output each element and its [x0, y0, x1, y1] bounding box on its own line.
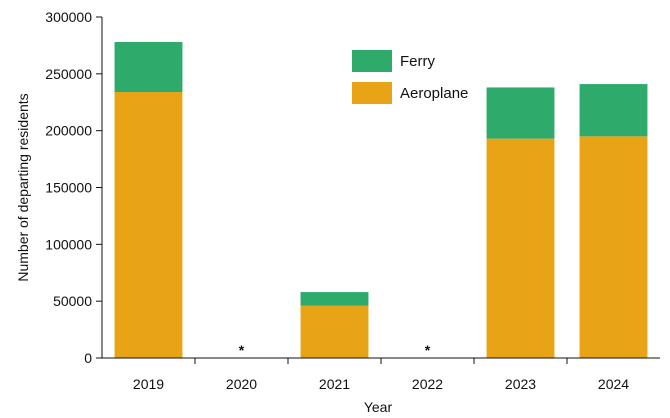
y-axis-title: Number of departing residents [15, 93, 31, 281]
x-axis-title: Year [364, 399, 393, 415]
bar-aeroplane-2023 [486, 138, 555, 358]
y-tick-label: 200000 [45, 123, 92, 139]
y-tick-label: 150000 [45, 180, 92, 196]
y-axis-ticks: 0 50000 100000 150000 200000 250000 300000 [45, 9, 102, 366]
x-tick-label: 2023 [505, 376, 536, 392]
bar-aeroplane-2021 [300, 305, 369, 358]
x-axis-ticks: 2019 2020 2021 2022 2023 2024 [133, 358, 629, 392]
missing-data-marker: * [239, 342, 245, 358]
bar-aeroplane-2019 [114, 92, 183, 359]
bar-ferry-2024 [579, 84, 648, 137]
x-tick-label: 2019 [133, 376, 164, 392]
y-tick-label: 300000 [45, 9, 92, 25]
y-tick-label: 250000 [45, 66, 92, 82]
missing-data-marker: * [425, 342, 431, 358]
legend-label-ferry: Ferry [400, 53, 435, 70]
bar-ferry-2019 [114, 42, 183, 93]
legend-swatch-ferry [352, 50, 392, 72]
y-tick-label: 0 [84, 350, 92, 366]
missing-markers-layer: * * [239, 342, 431, 358]
bars-layer [114, 42, 648, 359]
legend-label-aeroplane: Aeroplane [400, 85, 468, 102]
x-tick-label: 2024 [598, 376, 629, 392]
legend-swatch-aeroplane [352, 82, 392, 104]
x-tick-label: 2021 [319, 376, 350, 392]
x-tick-label: 2020 [226, 376, 257, 392]
y-tick-label: 100000 [45, 236, 92, 252]
x-tick-label: 2022 [412, 376, 443, 392]
bar-ferry-2021 [300, 292, 369, 306]
bar-aeroplane-2024 [579, 136, 648, 358]
bar-ferry-2023 [486, 87, 555, 139]
y-tick-label: 50000 [53, 293, 92, 309]
legend: Ferry Aeroplane [352, 50, 468, 104]
